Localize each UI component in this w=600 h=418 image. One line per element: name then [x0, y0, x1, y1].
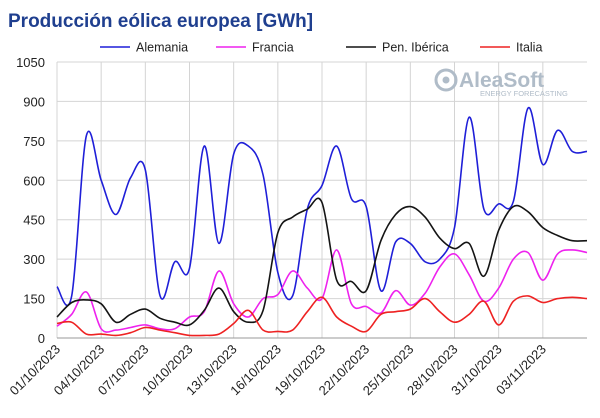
- series-line-pen-ib-rica: [56, 197, 588, 327]
- x-axis-ticks: 01/10/202304/10/202307/10/202310/10/2023…: [6, 342, 548, 399]
- series-line-italia: [56, 295, 588, 337]
- series-line-francia: [56, 249, 588, 333]
- watermark-brand: AleaSoft: [459, 69, 544, 92]
- y-tick-label: 0: [38, 331, 45, 346]
- y-tick-label: 1050: [16, 55, 45, 70]
- chart-title: Producción eólica europea [GWh]: [8, 11, 313, 32]
- watermark-logo-dot: [442, 76, 450, 84]
- y-tick-label: 450: [23, 213, 45, 228]
- legend-label-italia: Italia: [516, 41, 542, 55]
- watermark-logo-ring: [434, 68, 458, 92]
- series-lines: [56, 107, 588, 337]
- grid: [56, 61, 587, 339]
- y-tick-label: 750: [23, 134, 45, 149]
- legend-label-pen-ib-rica: Pen. Ibérica: [382, 41, 449, 55]
- y-tick-label: 150: [23, 292, 45, 307]
- y-tick-label: 300: [23, 252, 45, 267]
- y-tick-label: 600: [23, 173, 45, 188]
- legend-label-francia: Francia: [252, 41, 294, 55]
- y-tick-label: 900: [23, 94, 45, 109]
- legend: Alemania Francia Pen. Ibérica Italia: [100, 41, 542, 55]
- legend-label-alemania: Alemania: [136, 41, 188, 55]
- watermark-subtitle: ENERGY FORECASTING: [480, 89, 568, 98]
- y-axis-ticks: 0 150 300 450 600 750 900 1050: [16, 55, 45, 346]
- series-line-alemania: [56, 107, 588, 307]
- aleasoft-watermark: AleaSoft ENERGY FORECASTING: [434, 68, 568, 98]
